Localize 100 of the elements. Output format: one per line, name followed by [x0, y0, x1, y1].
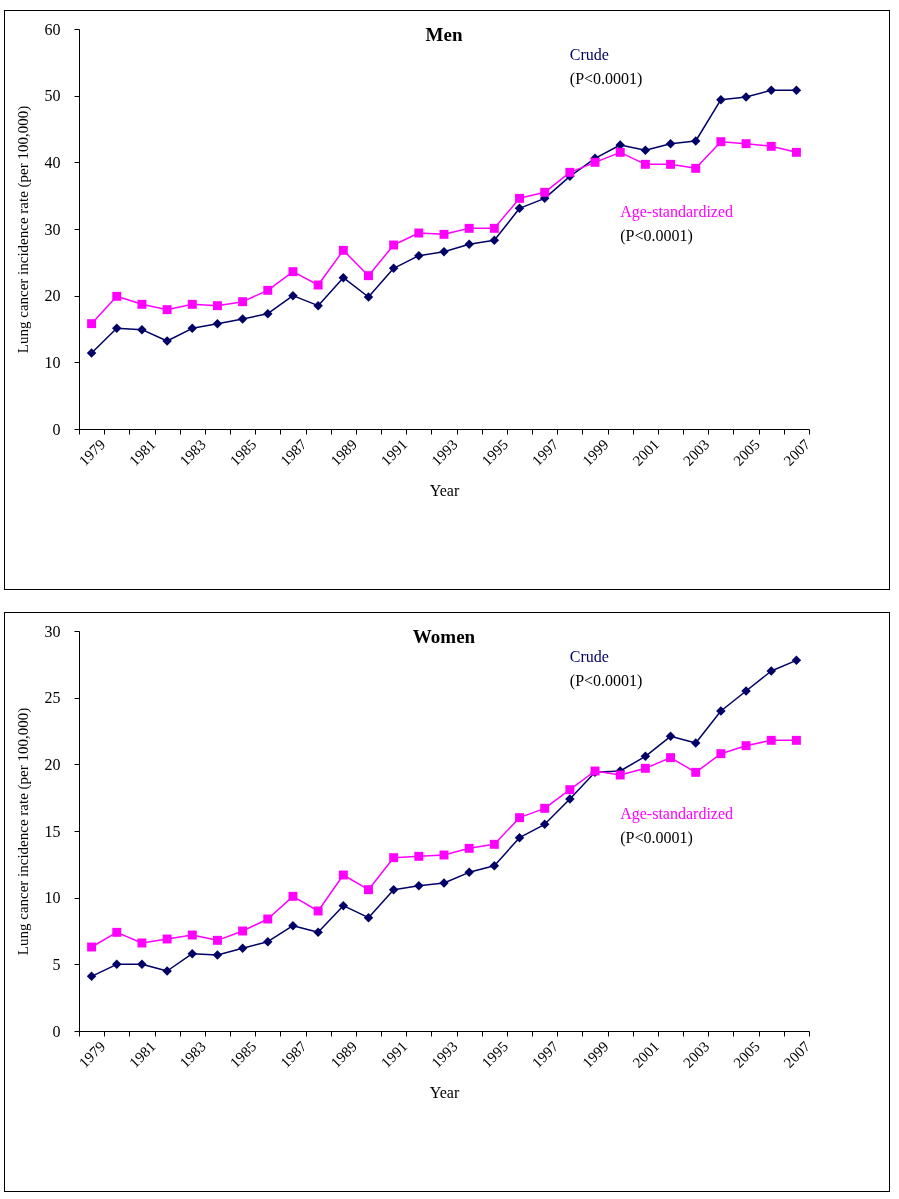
point	[565, 167, 575, 177]
annotation: (P<0.0001)	[620, 227, 693, 245]
annotation: (P<0.0001)	[620, 829, 693, 847]
y-tick-label: 20	[44, 755, 61, 773]
point	[514, 832, 525, 843]
point	[238, 297, 248, 307]
point	[666, 753, 676, 763]
x-axis-title: Year	[429, 481, 460, 499]
point	[666, 159, 676, 169]
point	[665, 731, 676, 742]
point	[364, 271, 373, 281]
point	[489, 860, 500, 871]
point	[766, 735, 776, 745]
point	[187, 299, 197, 309]
point	[489, 839, 499, 849]
point	[87, 942, 97, 952]
series-label: Age-standardized	[620, 805, 734, 823]
point	[338, 272, 349, 283]
y-tick-label: 15	[44, 822, 61, 840]
point	[212, 301, 222, 311]
point	[791, 735, 801, 745]
point	[313, 927, 323, 938]
x-tick-label: 2001	[629, 436, 663, 469]
point	[288, 290, 298, 301]
point	[237, 314, 248, 324]
point	[464, 867, 474, 878]
point	[716, 94, 726, 105]
point	[212, 935, 222, 945]
point	[313, 280, 323, 290]
point	[766, 141, 776, 151]
text: Age-standardized	[620, 203, 734, 221]
point	[364, 885, 373, 895]
point	[162, 305, 172, 315]
point	[87, 319, 97, 329]
y-axis-title: Lung cancer incidence rate (per 100,000)	[14, 707, 32, 956]
point	[288, 267, 298, 277]
point	[162, 934, 172, 944]
point	[338, 870, 348, 880]
point	[288, 920, 298, 931]
point	[690, 136, 701, 146]
point	[439, 229, 449, 239]
point	[515, 813, 524, 823]
point	[640, 145, 651, 156]
point	[590, 157, 600, 167]
annotation: (P<0.0001)	[569, 672, 643, 690]
y-tick-label: 10	[44, 353, 61, 371]
point	[741, 139, 751, 149]
x-axis-title: Year	[429, 1083, 460, 1101]
point	[690, 738, 701, 748]
point	[388, 884, 399, 895]
point	[540, 803, 550, 813]
point	[640, 159, 650, 169]
point	[414, 228, 424, 238]
y-tick-label: 30	[44, 622, 61, 640]
point	[187, 930, 197, 940]
point	[363, 912, 374, 923]
point	[464, 239, 474, 250]
point	[238, 926, 248, 936]
point	[565, 785, 575, 795]
point	[791, 85, 802, 96]
point	[716, 137, 726, 147]
point	[86, 971, 97, 982]
y-tick-label: 20	[44, 287, 61, 305]
point	[212, 950, 223, 960]
y-tick-label: 5	[52, 955, 61, 973]
point	[514, 203, 525, 214]
point	[288, 891, 298, 901]
point	[137, 959, 147, 970]
annotation: (P<0.0001)	[569, 70, 643, 88]
text: Crude	[569, 648, 609, 665]
point	[489, 235, 500, 246]
y-axis-title: Lung cancer incidence rate (per 100,000)	[14, 105, 32, 354]
point	[389, 853, 399, 863]
point	[741, 741, 751, 751]
point	[313, 300, 323, 311]
chart-title: Men	[425, 24, 463, 45]
point	[237, 943, 248, 954]
point	[691, 163, 701, 173]
point	[263, 914, 273, 924]
point	[489, 223, 499, 233]
point	[464, 223, 474, 233]
point	[464, 843, 474, 853]
y-tick-label: 50	[44, 87, 61, 105]
point	[791, 147, 801, 157]
point	[615, 147, 625, 157]
y-tick-label: 25	[44, 689, 61, 707]
point	[414, 851, 424, 861]
point	[389, 240, 399, 250]
point	[187, 948, 198, 959]
point	[212, 318, 223, 329]
point	[515, 193, 524, 203]
point	[665, 138, 676, 149]
point	[313, 906, 323, 916]
point	[112, 291, 122, 301]
y-tick-label: 60	[44, 20, 61, 38]
point	[86, 348, 97, 358]
point	[338, 245, 348, 255]
y-tick-label: 30	[44, 220, 61, 238]
point	[187, 323, 198, 334]
point	[716, 749, 726, 759]
